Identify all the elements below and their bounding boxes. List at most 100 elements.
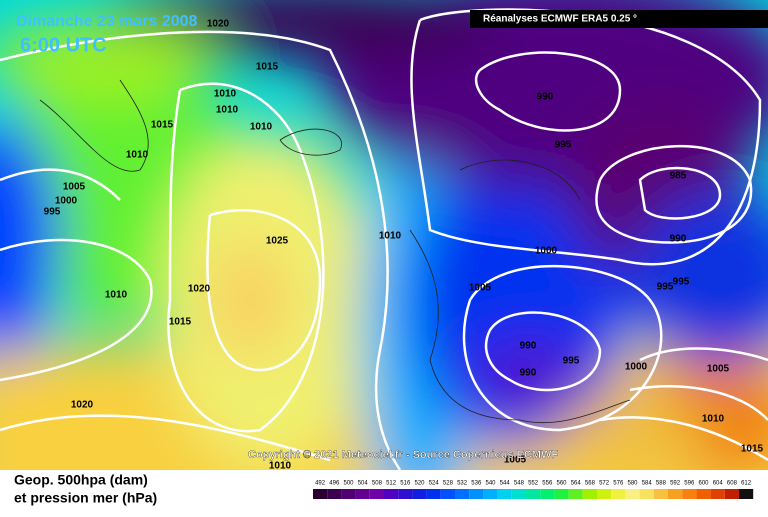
isobar-label: 1020 bbox=[207, 19, 230, 30]
isobar-label: 995 bbox=[673, 277, 690, 288]
scale-swatch bbox=[724, 489, 739, 499]
source: Réanalyses ECMWF ERA5 0.25 ° bbox=[483, 14, 637, 25]
color-scale: 492 496 500 504 508 512 516 520 524 528 532 536 540 5… bbox=[313, 481, 754, 499]
isobar-label: 990 bbox=[520, 341, 537, 352]
scale-label: 520 bbox=[414, 481, 425, 487]
scale-label: 528 bbox=[443, 481, 454, 487]
scale-label: 548 bbox=[514, 481, 525, 487]
scale-label: 596 bbox=[684, 481, 695, 487]
isobar-label: 1010 bbox=[126, 150, 149, 161]
isobar-label: 1010 bbox=[702, 414, 725, 425]
scale-label: 508 bbox=[372, 481, 383, 487]
scale-swatch bbox=[355, 489, 370, 499]
isobar-label: 995 bbox=[563, 356, 580, 367]
scale-swatch bbox=[526, 489, 541, 499]
isobar-label: 1000 bbox=[535, 246, 558, 257]
scale-label: 540 bbox=[485, 481, 496, 487]
isobar-label: 995 bbox=[555, 140, 572, 151]
date: Dimanche 23 mars 2008 bbox=[16, 13, 198, 30]
scale-swatch bbox=[384, 489, 399, 499]
isobar-label: 1010 bbox=[250, 122, 273, 133]
scale-swatch bbox=[327, 489, 342, 499]
scale-label: 564 bbox=[571, 481, 582, 487]
isobar-label: 1015 bbox=[256, 62, 279, 73]
scale-label: 496 bbox=[329, 481, 340, 487]
scale-label: 568 bbox=[585, 481, 596, 487]
scale-label: 552 bbox=[528, 481, 539, 487]
isobar-label: 1005 bbox=[504, 455, 527, 466]
isobar-label: 990 bbox=[670, 234, 687, 245]
legend-title: Geop. 500hpa (dam) bbox=[14, 472, 148, 488]
scale-swatch bbox=[739, 489, 754, 499]
time: 6:00 UTC bbox=[20, 34, 107, 56]
scale-swatch bbox=[582, 489, 597, 499]
scale-swatch bbox=[568, 489, 583, 499]
isobar-label: 1010 bbox=[105, 290, 128, 301]
scale-label: 560 bbox=[556, 481, 567, 487]
scale-label: 612 bbox=[741, 481, 752, 487]
scale-swatch bbox=[639, 489, 654, 499]
scale-label: 544 bbox=[500, 481, 511, 487]
scale-label: 588 bbox=[656, 481, 667, 487]
isobar-label: 1010 bbox=[216, 105, 239, 116]
isobar-label: 1020 bbox=[71, 400, 94, 411]
scale-label: 584 bbox=[642, 481, 653, 487]
scale-swatch bbox=[440, 489, 455, 499]
isobar-label: 1005 bbox=[707, 364, 730, 375]
scale-label: 504 bbox=[358, 481, 369, 487]
scale-swatch bbox=[710, 489, 725, 499]
scale-swatch bbox=[469, 489, 484, 499]
scale-swatch bbox=[313, 489, 328, 499]
isobar-label: 990 bbox=[537, 92, 554, 103]
scale-label: 524 bbox=[429, 481, 440, 487]
scale-swatch bbox=[497, 489, 512, 499]
scale-label: 492 bbox=[315, 481, 326, 487]
scale-label: 592 bbox=[670, 481, 681, 487]
scale-label: 516 bbox=[400, 481, 411, 487]
scale-swatch bbox=[625, 489, 640, 499]
isobar-label: 995 bbox=[44, 207, 61, 218]
scale-label: 576 bbox=[613, 481, 624, 487]
scale-label: 500 bbox=[343, 481, 354, 487]
isobar-label: 1025 bbox=[266, 236, 289, 247]
scale-swatch bbox=[483, 489, 498, 499]
scale-label: 532 bbox=[457, 481, 468, 487]
scale-swatch bbox=[668, 489, 683, 499]
legend-subtitle: et pression mer (hPa) bbox=[14, 490, 157, 506]
scale-swatch bbox=[369, 489, 384, 499]
scale-swatch bbox=[554, 489, 569, 499]
scale-label: 608 bbox=[727, 481, 738, 487]
scale-swatch bbox=[398, 489, 413, 499]
isobar-label: 1000 bbox=[55, 196, 78, 207]
scale-swatch bbox=[455, 489, 470, 499]
isobar-label: 1010 bbox=[214, 89, 237, 100]
isobar-label: 1015 bbox=[169, 317, 192, 328]
isobar-label: 1005 bbox=[469, 283, 492, 294]
copyright: Copyright © 2021 Meteociel.fr - Source C… bbox=[248, 449, 558, 461]
scale-swatch bbox=[597, 489, 612, 499]
isobar-label: 1015 bbox=[741, 444, 764, 455]
scale-swatch bbox=[682, 489, 697, 499]
scale-swatch bbox=[653, 489, 668, 499]
scale-swatch bbox=[696, 489, 711, 499]
scale-swatch bbox=[611, 489, 626, 499]
isobar-label: 990 bbox=[520, 368, 537, 379]
scale-swatch bbox=[412, 489, 427, 499]
isobar-label: 1000 bbox=[625, 362, 648, 373]
scale-label: 556 bbox=[542, 481, 553, 487]
scale-label: 600 bbox=[698, 481, 709, 487]
isobar-label: 1015 bbox=[151, 120, 174, 131]
scale-swatch bbox=[540, 489, 555, 499]
scale-swatch bbox=[426, 489, 441, 499]
scale-label: 604 bbox=[713, 481, 724, 487]
scale-label: 536 bbox=[471, 481, 482, 487]
source-box bbox=[470, 10, 768, 28]
scale-label: 512 bbox=[386, 481, 397, 487]
isobar-label: 995 bbox=[657, 282, 674, 293]
isobar-label: 1020 bbox=[188, 284, 211, 295]
scale-swatch bbox=[341, 489, 356, 499]
isobar-label: 1010 bbox=[269, 461, 292, 472]
